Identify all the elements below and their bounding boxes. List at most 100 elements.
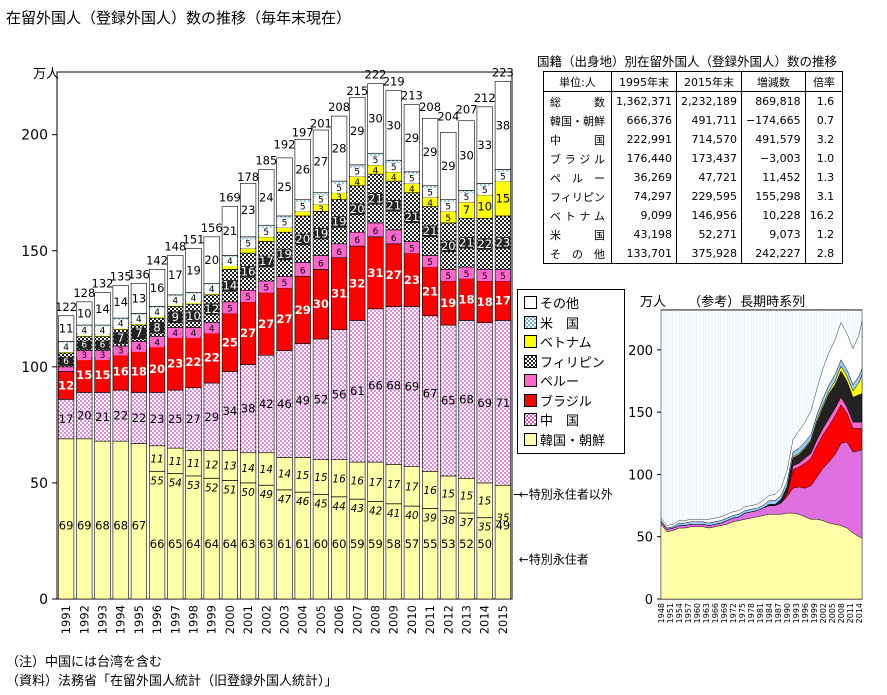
bar-label-bg <box>204 284 219 294</box>
table-row-label: その他 <box>543 244 612 264</box>
x-tick-label: 2005 <box>314 605 328 634</box>
bar-segment-other <box>476 106 493 184</box>
bar-value-label: 14 <box>95 302 110 316</box>
bar-total-label: 128 <box>73 286 95 300</box>
bar-value-label: 6 <box>391 234 397 244</box>
bar-value-label: 69 <box>77 518 92 532</box>
special-permanent-label: 47 <box>278 494 292 506</box>
bar-value-label: 27 <box>276 312 292 326</box>
bar-value-label: 59 <box>368 537 383 551</box>
legend-item-china: 中 国 <box>524 410 618 430</box>
bar-value-label: 17 <box>495 294 511 308</box>
table-row-label: 米 国 <box>543 225 612 244</box>
bar-total-label: 169 <box>219 191 241 205</box>
table-row: 総 数 1,362,371 2,232,189 869,818 1.6 <box>543 91 844 111</box>
bar-value-label: 4 <box>172 329 178 339</box>
table-cell: 1.6 <box>804 91 844 111</box>
bar-value-label: 61 <box>295 537 310 551</box>
table-row-label: ブラジル <box>543 149 612 168</box>
inset-x-tick-label: 1969 <box>720 603 729 623</box>
bar-total-label: 223 <box>492 65 514 79</box>
bar-value-label: 38 <box>241 402 256 416</box>
legend-label: ペルー <box>540 375 580 391</box>
table-row: その他 133,701 375,928 242,227 2.8 <box>543 244 844 264</box>
bar-label-bg <box>404 174 419 184</box>
bar-segment-other <box>130 282 148 314</box>
bar-value-label: 26 <box>295 163 310 177</box>
bar-label-bg <box>277 218 292 228</box>
non-special-label: 15 <box>442 488 456 500</box>
bar-value-label: 21 <box>386 198 401 212</box>
table-row: 中 国 222,991 714,570 491,579 3.2 <box>543 130 844 149</box>
bar-total-label: 132 <box>92 277 114 291</box>
bar-value-label: 34 <box>223 404 238 418</box>
footnote-source: （資料）法務省「在留外国人統計（旧登録外国人統計）」 <box>6 674 338 689</box>
bar-label-bg <box>131 315 146 325</box>
bar-total-label: 142 <box>146 253 168 267</box>
bar-label-bg <box>368 156 383 166</box>
bar-value-label: 4 <box>81 327 87 337</box>
table-cell: 16.2 <box>804 206 844 225</box>
inset-x-tick-label: 1993 <box>792 603 801 623</box>
bar-label-bg <box>295 233 310 246</box>
bar-total-label: 148 <box>164 239 186 253</box>
bar-label-bg <box>295 266 310 276</box>
table-cell: −3,003 <box>740 149 806 168</box>
bar-value-label: 7 <box>117 331 124 345</box>
bar-value-label: 13 <box>132 291 147 305</box>
bar-value-label: 56 <box>332 388 347 402</box>
non-special-label: 14 <box>241 463 254 475</box>
legend-swatch-other <box>524 296 537 310</box>
non-special-label: 11 <box>169 456 182 468</box>
table-cell: 491,711 <box>675 111 742 130</box>
table-cell: 869,818 <box>740 91 806 111</box>
bar-segment-other <box>421 118 439 187</box>
bar-value-label: 23 <box>150 412 165 426</box>
special-permanent-label: 39 <box>423 512 437 524</box>
bar-label-bg <box>95 340 110 350</box>
bar-value-label: 14 <box>113 295 128 309</box>
bar-value-label: 69 <box>59 518 74 532</box>
bar-value-label: 4 <box>409 185 415 195</box>
bar-label-bg <box>186 294 201 304</box>
table-cell: 133,701 <box>611 244 677 264</box>
bar-value-label: 3 <box>318 205 324 215</box>
bar-value-label: 5 <box>464 193 470 203</box>
bar-value-label: 30 <box>459 149 474 163</box>
bar-label-bg <box>113 332 128 344</box>
bar-value-label: 17 <box>59 412 74 426</box>
bar-value-label: 32 <box>349 276 365 290</box>
legend-label: その他 <box>540 297 580 313</box>
table-row: 米 国 43,198 52,271 9,073 1.2 <box>543 225 844 244</box>
bar-label-bg <box>131 342 146 352</box>
bar-label-bg <box>204 303 219 315</box>
bar-label-bg <box>495 172 510 182</box>
bar-total-label: 212 <box>474 91 496 105</box>
bar-value-label: 67 <box>423 387 438 401</box>
bar-label-bg <box>95 351 110 361</box>
non-special-label: 12 <box>205 459 219 471</box>
bar-value-label: 21 <box>405 210 420 224</box>
bar-value-label: 5 <box>482 186 488 196</box>
bar-label-bg <box>168 329 183 339</box>
non-special-label: 15 <box>296 470 310 482</box>
bar-value-label: 52 <box>314 392 329 406</box>
non-special-label: 11 <box>150 454 163 466</box>
bar-value-label: 12 <box>58 378 74 392</box>
inset-x-tick-label: 1996 <box>801 603 810 623</box>
bar-value-label: 68 <box>95 518 110 532</box>
bar-value-label: 4 <box>154 308 160 318</box>
x-tick-label: 1992 <box>77 605 91 634</box>
bar-value-label: 64 <box>223 537 238 551</box>
bar-value-label: 22 <box>185 355 201 369</box>
inset-y-tick-label: 50 <box>636 531 653 546</box>
bar-label-bg <box>350 236 365 246</box>
special-permanent-label: 41 <box>387 508 400 520</box>
inset-x-tick-label: 1963 <box>702 603 711 623</box>
inset-x-tick-label: 1981 <box>756 603 765 623</box>
bar-value-label: 53 <box>441 537 456 551</box>
legend-label: ブラジル <box>540 394 592 410</box>
bar-value-label: 4 <box>227 257 233 267</box>
bar-value-label: 19 <box>314 226 329 240</box>
x-tick-label: 2015 <box>496 605 510 634</box>
